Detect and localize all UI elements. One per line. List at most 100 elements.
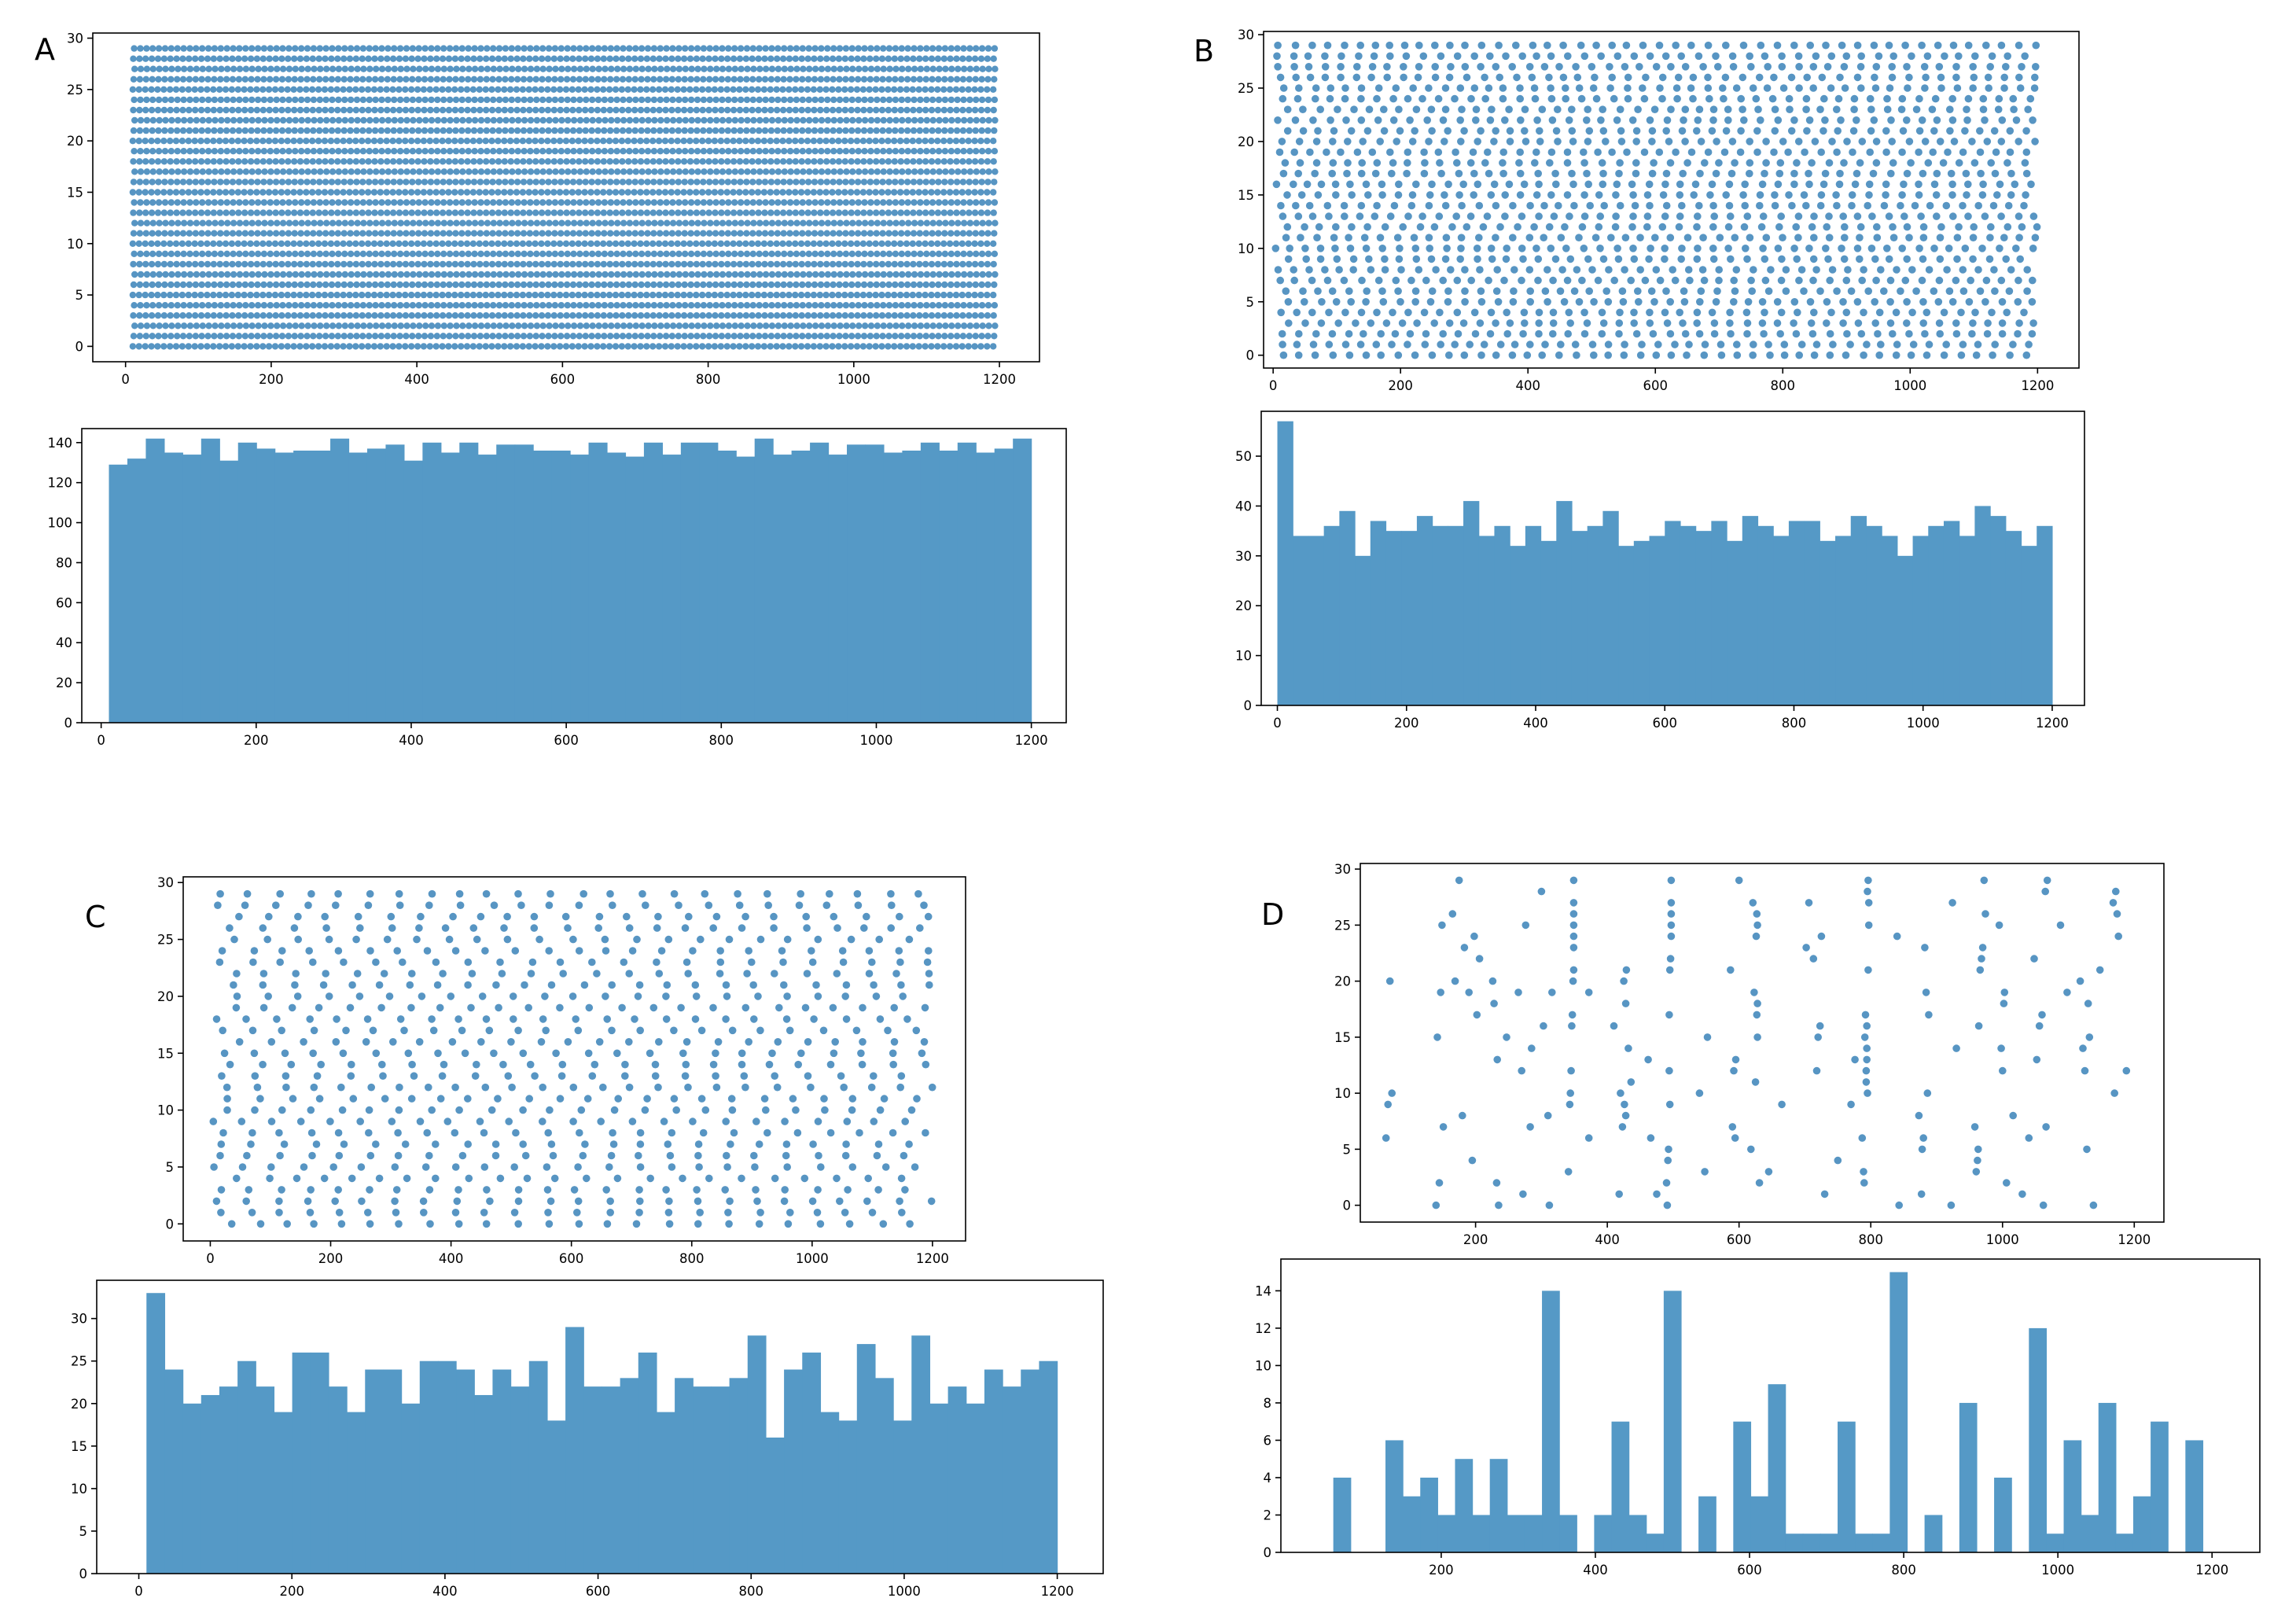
scatter-point (990, 138, 997, 145)
scatter-point (946, 240, 954, 247)
scatter-point (744, 219, 751, 226)
scatter-point (657, 148, 664, 155)
scatter-point (841, 189, 848, 196)
scatter-point (471, 250, 478, 257)
scatter-point (267, 302, 274, 309)
scatter-point (972, 75, 979, 83)
scatter-point (730, 291, 737, 299)
scatter-point (131, 302, 138, 309)
scatter-point (991, 96, 999, 104)
scatter-point (668, 127, 676, 134)
scatter-point (687, 250, 695, 257)
scatter-point (162, 116, 169, 124)
scatter-point (990, 55, 997, 62)
scatter-point (160, 291, 167, 299)
scatter-point (483, 312, 490, 319)
scatter-point (582, 260, 589, 268)
y-tick-label: 140 (48, 436, 73, 451)
scatter-point (322, 158, 329, 165)
scatter-point (916, 209, 923, 216)
scatter-point (707, 271, 714, 278)
scatter-point (211, 179, 218, 186)
scatter-point (384, 230, 391, 237)
scatter-point (321, 189, 329, 196)
scatter-point (817, 127, 825, 134)
scatter-point (829, 55, 837, 62)
scatter-point (744, 322, 751, 330)
scatter-point (484, 96, 491, 104)
scatter-point (675, 127, 682, 134)
scatter-point (655, 138, 663, 145)
scatter-point (731, 96, 738, 104)
scatter-point (953, 281, 961, 289)
scatter-point (614, 322, 621, 330)
scatter-point (403, 96, 410, 104)
scatter-point (261, 322, 268, 330)
scatter-point (811, 322, 819, 330)
scatter-point (917, 219, 925, 226)
scatter-point (725, 302, 732, 309)
scatter-point (1936, 234, 1945, 242)
scatter-point (377, 86, 384, 94)
scatter-point (576, 322, 584, 330)
scatter-point (364, 189, 372, 196)
scatter-point (439, 260, 447, 268)
scatter-point (172, 189, 180, 196)
scatter-point (334, 158, 341, 165)
scatter-point (265, 138, 273, 145)
scatter-point (142, 138, 149, 145)
scatter-point (600, 189, 607, 196)
scatter-point (576, 75, 583, 83)
scatter-point (552, 322, 559, 330)
scatter-point (272, 260, 279, 268)
scatter-point (211, 302, 219, 309)
scatter-point (434, 45, 441, 52)
scatter-point (396, 343, 403, 350)
scatter-point (488, 189, 495, 196)
scatter-point (582, 333, 589, 340)
scatter-point (222, 189, 230, 196)
scatter-point (960, 250, 967, 257)
scatter-point (1294, 351, 1303, 359)
scatter-point (544, 209, 552, 216)
scatter-point (637, 106, 645, 114)
scatter-point (811, 158, 818, 165)
scatter-point (172, 86, 180, 94)
scatter-point (923, 199, 930, 206)
scatter-point (682, 45, 689, 52)
scatter-point (304, 302, 311, 309)
scatter-point (625, 260, 632, 268)
scatter-point (885, 302, 893, 309)
scatter-point (255, 168, 262, 175)
scatter-point (738, 168, 745, 175)
scatter-point (527, 199, 534, 206)
scatter-point (489, 230, 496, 237)
scatter-point (637, 158, 645, 165)
scatter-point (682, 65, 689, 72)
scatter-point (284, 291, 291, 299)
scatter-point (205, 322, 212, 330)
scatter-point (360, 322, 367, 330)
scatter-point (1610, 276, 1618, 285)
scatter-point (1496, 341, 1505, 348)
scatter-point (538, 106, 546, 114)
scatter-point (1541, 341, 1549, 348)
scatter-point (811, 302, 819, 309)
scatter-point (781, 199, 788, 206)
scatter-point (458, 291, 465, 299)
scatter-point (385, 322, 392, 330)
scatter-point (372, 96, 379, 104)
scatter-point (353, 281, 360, 289)
scatter-point (235, 281, 243, 289)
scatter-point (1411, 351, 1419, 359)
scatter-point (756, 199, 763, 206)
scatter-point (637, 86, 644, 94)
scatter-point (1413, 319, 1421, 327)
scatter-point (519, 343, 527, 350)
scatter-point (836, 148, 844, 155)
scatter-point (650, 250, 658, 257)
scatter-point (396, 148, 404, 155)
scatter-point (744, 116, 751, 124)
scatter-point (402, 312, 410, 319)
scatter-point (154, 291, 161, 299)
